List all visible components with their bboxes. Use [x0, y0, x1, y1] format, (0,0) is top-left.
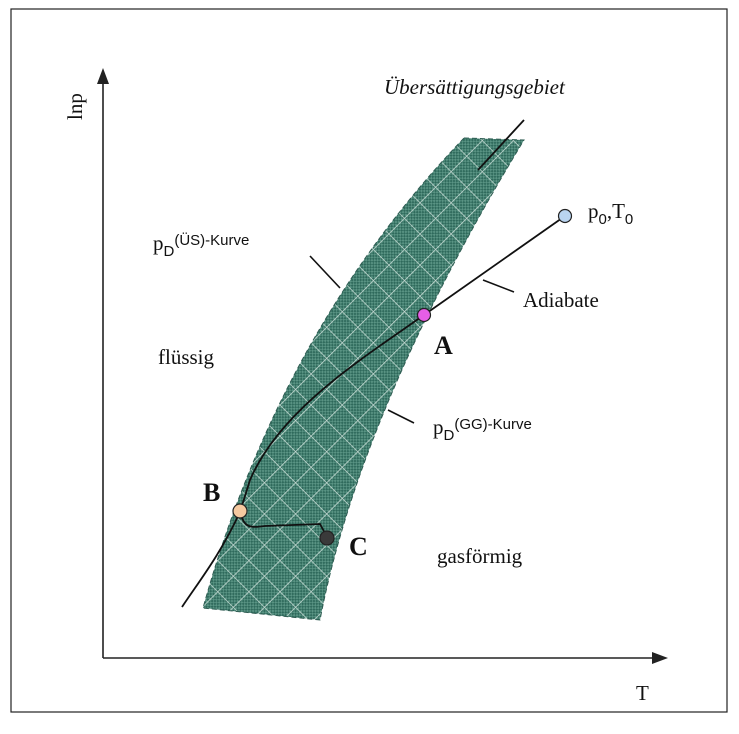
gg-curve-label: pD(GG)-Kurve [433, 415, 532, 444]
image-frame [10, 8, 728, 713]
x-axis-arrow [652, 652, 668, 664]
us-curve-extension [477, 119, 525, 171]
supersaturation-label: Übersättigungsgebiet [384, 75, 566, 99]
us-curve-label: pD(ÜS)-Kurve [153, 231, 249, 260]
gas-region-label: gasförmig [437, 544, 523, 568]
point-a-marker [416, 307, 432, 323]
start-point-marker [557, 208, 573, 224]
point-b-marker [232, 503, 248, 519]
point-c-label: C [349, 532, 368, 561]
liquid-region-label: flüssig [158, 345, 215, 369]
point-b-label: B [203, 478, 220, 507]
point-a-label: A [434, 331, 453, 360]
adiabate-curve [181, 215, 566, 608]
adiabate-leader [482, 279, 515, 293]
supersaturation-band [202, 137, 525, 621]
y-axis-arrow [97, 68, 109, 84]
point-c-marker [319, 530, 335, 546]
adiabate-label: Adiabate [523, 288, 599, 312]
y-axis-label: lnp [63, 93, 87, 120]
x-axis-label: T [636, 681, 649, 705]
start-point-label: p0,T0 [588, 199, 633, 228]
gg-curve-leader [387, 409, 415, 424]
us-curve-leader [309, 255, 341, 289]
